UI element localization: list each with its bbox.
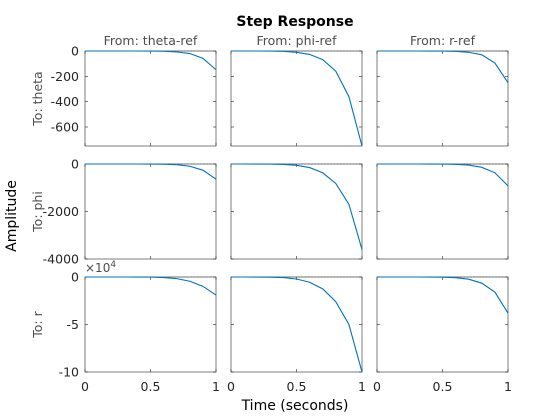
- y-tick-label: 0: [71, 157, 79, 172]
- x-tick-label: 0: [373, 379, 381, 394]
- subplot-axes: [84, 163, 217, 260]
- y-exponent-label: ×104: [85, 260, 116, 275]
- x-tick-label: 1: [358, 379, 366, 394]
- x-tick-label: 0: [227, 379, 235, 394]
- y-tick-label: -600: [51, 120, 79, 135]
- column-title-1: From: theta-ref: [104, 33, 198, 48]
- step-response-curve-3-1: [85, 276, 217, 296]
- step-response-curve-2-1: [85, 163, 217, 180]
- x-tick-label: 0.5: [433, 379, 453, 394]
- step-response-curve-1-3: [377, 50, 509, 83]
- step-response-curve-2-3: [377, 163, 509, 187]
- x-tick-label: 0: [81, 379, 89, 394]
- subplot-axes: [230, 50, 363, 147]
- y-tick-label: 0: [71, 44, 79, 59]
- subplot-axes: [376, 50, 509, 147]
- y-tick-label: -4000: [43, 252, 79, 267]
- subplot-axes: [84, 276, 217, 373]
- y-tick-label: -400: [51, 94, 79, 109]
- column-title-3: From: r-ref: [410, 33, 476, 48]
- x-tick-label: 0.5: [141, 379, 161, 394]
- y-tick-label: -10: [59, 365, 79, 380]
- y-axis-label: Amplitude: [4, 180, 20, 252]
- row-label-3: To: r: [30, 310, 45, 338]
- step-response-curve-1-1: [85, 50, 217, 71]
- column-title-2: From: phi-ref: [257, 33, 338, 48]
- step-response-curve-3-2: [231, 276, 363, 373]
- step-response-curve-3-3: [377, 276, 509, 314]
- y-tick-label: -5: [67, 317, 79, 332]
- subplot-axes: [230, 163, 363, 260]
- y-tick-label: 0: [71, 270, 79, 285]
- step-response-curve-2-2: [231, 163, 363, 250]
- subplot-grid: From: theta-ref From: phi-ref From: r-ref T…: [30, 33, 512, 394]
- subplot-axes: [376, 163, 509, 260]
- y-tick-label: -200: [51, 69, 79, 84]
- subplot-axes: [230, 276, 363, 373]
- y-tick-label: -2000: [43, 204, 79, 219]
- row-label-2: To: phi: [30, 191, 45, 233]
- x-tick-label: 1: [212, 379, 220, 394]
- chart-title: Step Response: [236, 14, 353, 30]
- x-tick-label: 0.5: [287, 379, 307, 394]
- x-axis-label: Time (seconds): [241, 398, 349, 414]
- subplot-axes: [84, 50, 217, 147]
- x-tick-label: 1: [504, 379, 512, 394]
- step-response-curve-1-2: [231, 50, 363, 147]
- row-label-1: To: theta: [30, 71, 45, 126]
- subplot-axes: [376, 276, 509, 373]
